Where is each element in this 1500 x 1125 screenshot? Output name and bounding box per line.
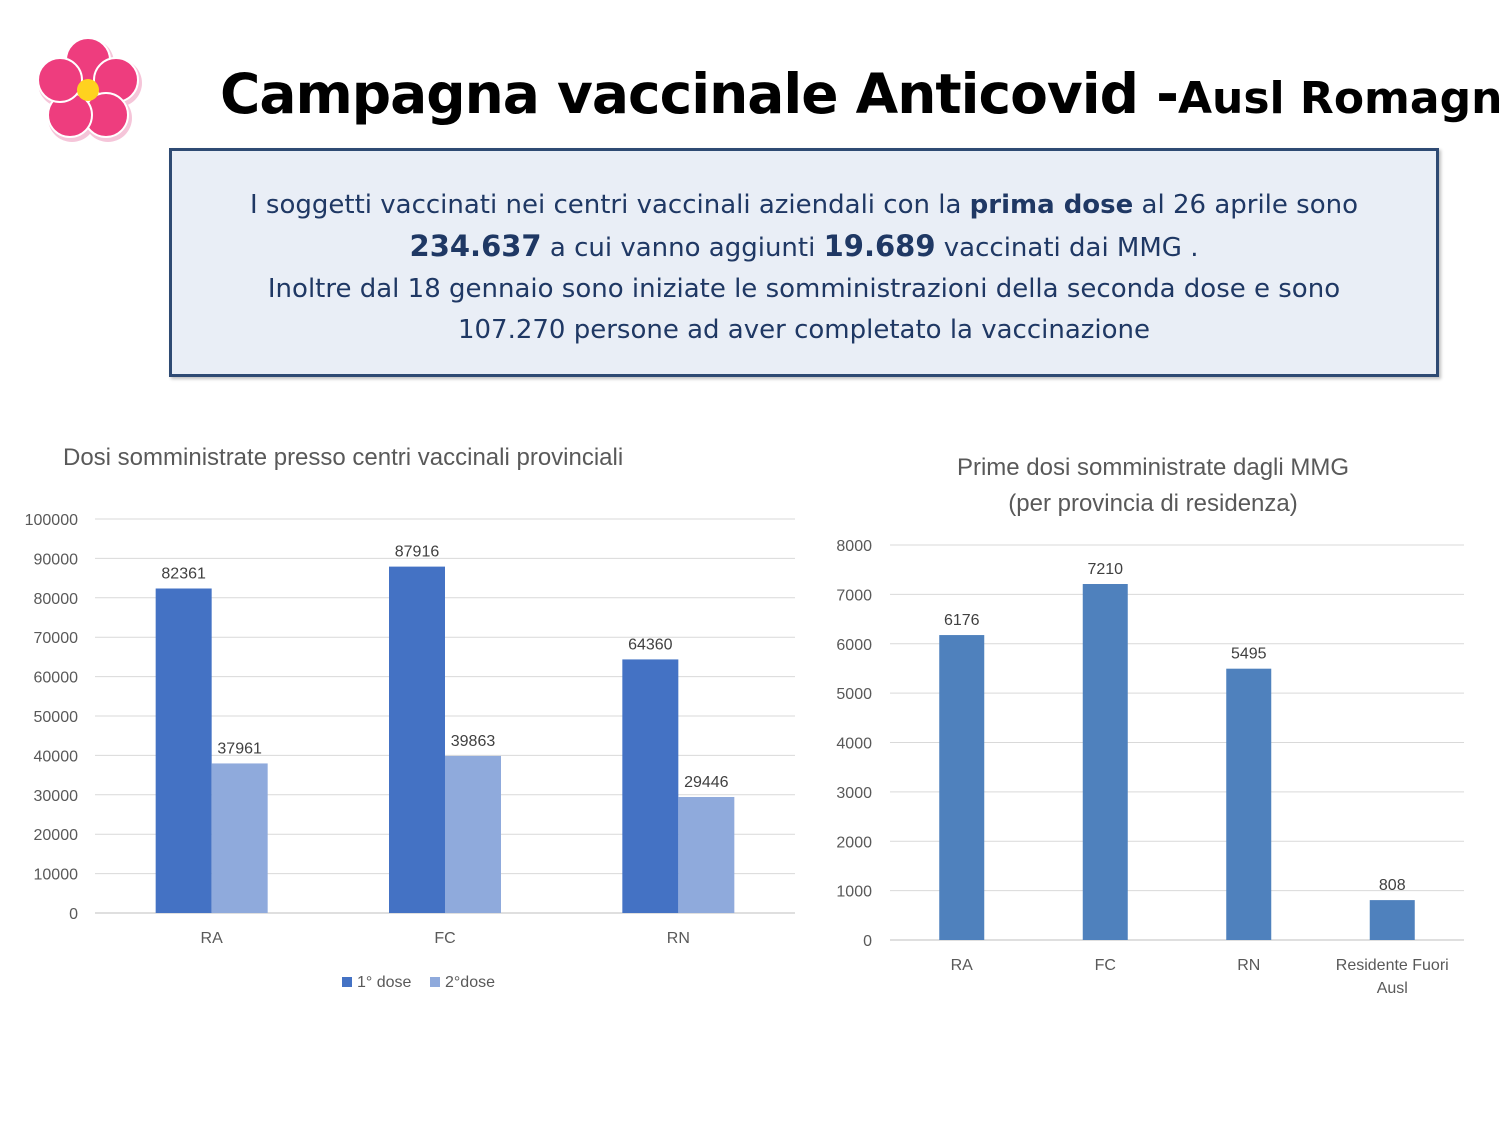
y-tick-label: 70000	[34, 630, 79, 647]
data-label: 37961	[217, 740, 262, 757]
y-tick-label: 20000	[34, 827, 79, 844]
data-label: 7210	[1087, 561, 1123, 578]
x-tick-label: RN	[667, 930, 690, 947]
data-label: 29446	[684, 774, 729, 791]
data-label: 808	[1379, 877, 1406, 894]
info-box: I soggetti vaccinati nei centri vaccinal…	[169, 148, 1439, 377]
chart2-title: Prime dosi somministrate dagli MMG	[957, 454, 1349, 481]
y-tick-label: 3000	[836, 785, 872, 802]
chart-doses-provincial-centers: Dosi somministrate presso centri vaccina…	[25, 444, 795, 991]
bar-fc-series-1	[389, 566, 445, 913]
x-tick-label: RN	[1237, 957, 1260, 974]
x-tick-label: RA	[951, 957, 974, 974]
data-label: 82361	[161, 565, 206, 582]
bar-ra	[939, 635, 985, 940]
x-tick-label: RA	[201, 930, 224, 947]
y-tick-label: 40000	[34, 748, 79, 765]
title-sub: Ausl Romagna	[1177, 73, 1500, 124]
bar-residente-fuori-ausl	[1369, 900, 1415, 940]
legend-label: 2°dose	[445, 974, 495, 991]
legend-label: 1° dose	[357, 974, 412, 991]
y-tick-label: 30000	[34, 788, 79, 805]
y-tick-label: 60000	[34, 670, 79, 687]
legend-swatch	[342, 977, 352, 987]
y-tick-label: 10000	[34, 867, 79, 884]
info-line-1: I soggetti vaccinati nei centri vaccinal…	[172, 185, 1436, 226]
chart1-title: Dosi somministrate presso centri vaccina…	[63, 444, 623, 471]
y-tick-label: 0	[69, 906, 78, 923]
data-label: 6176	[944, 612, 980, 629]
data-label: 5495	[1231, 646, 1267, 663]
info-line-2-mid: a cui vanno aggiunti	[541, 233, 824, 263]
flower-logo-icon	[37, 37, 142, 142]
y-tick-label: 4000	[836, 736, 872, 753]
y-tick-label: 1000	[836, 884, 872, 901]
y-tick-label: 90000	[34, 551, 79, 568]
bar-rn-series-2	[678, 796, 735, 913]
info-line-4: 107.270 persone ad aver completato la va…	[457, 315, 1151, 345]
data-label: 39863	[451, 733, 496, 750]
y-tick-label: 100000	[25, 512, 78, 529]
chart2-subtitle: (per provincia di residenza)	[1008, 490, 1297, 517]
y-tick-label: 0	[863, 933, 872, 950]
bar-ra-series-2	[211, 763, 268, 913]
x-tick-label: FC	[434, 930, 455, 947]
y-tick-label: 6000	[836, 637, 872, 654]
info-line-1-pre: I soggetti vaccinati nei centri vaccinal…	[250, 190, 970, 220]
page-title: Campagna vaccinale Anticovid -Ausl Romag…	[220, 62, 1500, 126]
x-tick-label: Residente Fuori	[1336, 957, 1449, 974]
info-line-3: Inoltre dal 18 gennaio sono iniziate le …	[267, 274, 1341, 304]
info-line-2: 234.637 a cui vanno aggiunti 19.689 vacc…	[172, 226, 1436, 269]
y-tick-label: 80000	[34, 591, 79, 608]
bar-rn-series-1	[622, 659, 679, 913]
y-tick-label: 7000	[836, 587, 872, 604]
info-line-1-post: al 26 aprile sono	[1133, 190, 1358, 220]
x-tick-label: Ausl	[1377, 980, 1408, 997]
info-line-1-bold: prima dose	[969, 190, 1134, 220]
title-main: Campagna vaccinale Anticovid -	[220, 62, 1179, 126]
legend-swatch	[430, 977, 440, 987]
bar-ra-series-1	[155, 588, 212, 913]
x-tick-label: FC	[1095, 957, 1116, 974]
bar-fc-series-2	[445, 755, 501, 913]
y-tick-label: 2000	[836, 834, 872, 851]
data-label: 64360	[628, 636, 673, 653]
y-tick-label: 50000	[34, 709, 79, 726]
y-tick-label: 5000	[836, 686, 872, 703]
info-number-1: 234.637	[409, 229, 542, 263]
y-tick-label: 8000	[836, 538, 872, 555]
info-number-2: 19.689	[823, 229, 936, 263]
bar-rn	[1226, 668, 1272, 940]
info-line-2-post: vaccinati dai MMG .	[935, 233, 1199, 263]
bar-fc	[1082, 584, 1128, 940]
data-label: 87916	[395, 544, 440, 561]
chart-mmg-first-doses: Prime dosi somministrate dagli MMG (per …	[836, 454, 1464, 997]
